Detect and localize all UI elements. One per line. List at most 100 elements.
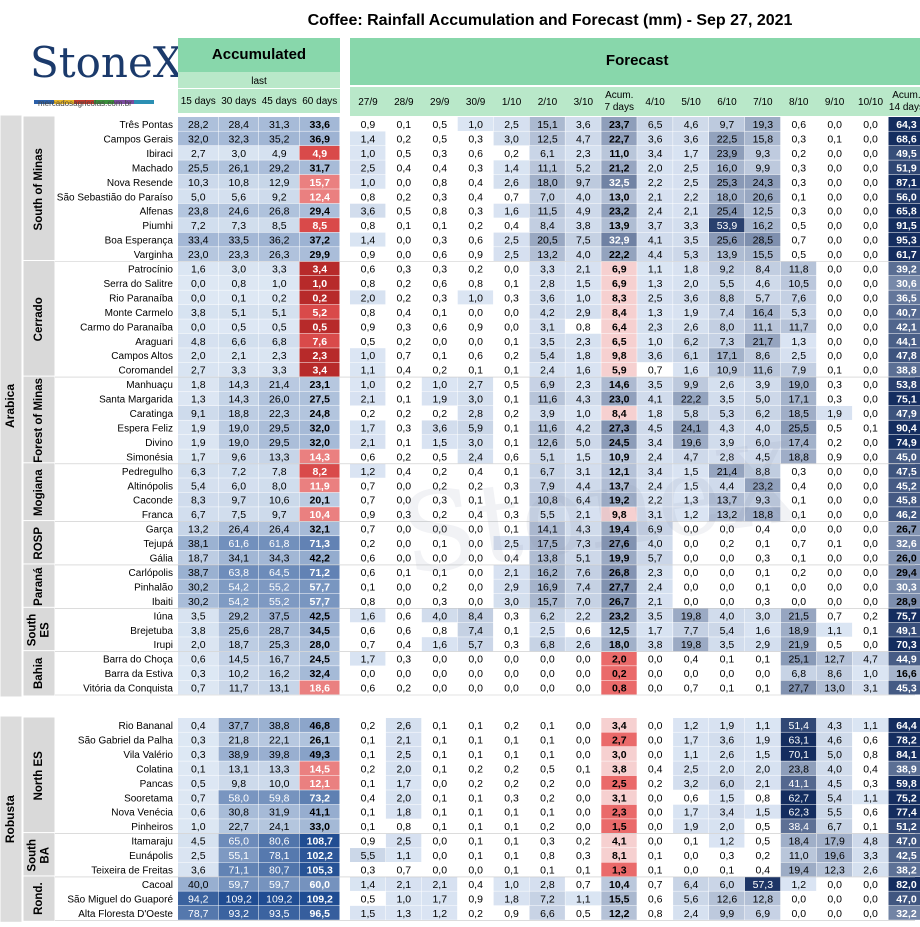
value-cell: [780, 333, 817, 348]
value-text: 0,8: [361, 191, 376, 203]
value-text: 6,9: [612, 264, 627, 276]
value-text: 5,1: [231, 307, 246, 319]
value-cell: [852, 247, 888, 261]
value-cell: [744, 189, 781, 204]
value-cell: [780, 319, 817, 334]
value-text: 0,8: [432, 625, 447, 637]
value-cell: [178, 348, 218, 363]
value-text: 0,0: [504, 683, 519, 695]
value-text: 2,8: [540, 879, 555, 891]
value-text: 0,4: [648, 763, 663, 775]
region-label: Rond.: [33, 882, 45, 915]
value-text: 0,0: [827, 350, 842, 362]
value-text: 0,5: [397, 206, 412, 218]
value-text: 15,7: [537, 596, 558, 608]
value-text: 6,8: [540, 639, 555, 651]
value-cell: [816, 304, 853, 319]
value-text: 0,0: [540, 654, 555, 666]
value-cell: [299, 275, 340, 290]
value-text: 5,4: [720, 625, 735, 637]
value-cell: [744, 261, 781, 276]
value-text: 0,2: [432, 509, 447, 521]
value-text: 78,1: [269, 850, 290, 862]
value-text: 7,3: [576, 538, 591, 550]
value-text: 0,4: [468, 177, 483, 189]
value-text: 0,1: [504, 865, 519, 877]
value-text: 0,5: [576, 908, 591, 920]
value-cell: [457, 117, 494, 131]
value-text: 0,0: [504, 668, 519, 680]
value-text: 0,1: [791, 553, 806, 565]
value-cell: [673, 261, 709, 276]
value-text: 32,2: [896, 908, 917, 920]
value-text: 28,7: [269, 625, 290, 637]
value-text: 0,8: [432, 177, 447, 189]
region-label: Mogiana: [33, 469, 45, 516]
value-cell: [457, 391, 494, 406]
value-cell: [888, 449, 920, 464]
value-text: 3,4: [312, 264, 327, 276]
value-cell: [816, 449, 853, 464]
value-text: 38,8: [269, 720, 290, 732]
value-text: 3,0: [612, 749, 627, 761]
value-cell: [493, 145, 529, 160]
value-text: 5,2: [312, 307, 327, 319]
value-text: 0,0: [432, 865, 447, 877]
value-cell: [780, 348, 817, 363]
station-name: Altinópolis: [127, 481, 173, 492]
value-text: 28,2: [188, 119, 209, 131]
value-cell: [673, 333, 709, 348]
value-text: 0,0: [863, 379, 878, 391]
value-cell: [218, 131, 259, 146]
value-text: 3,0: [468, 394, 483, 406]
value-cell: [852, 463, 888, 478]
value-text: 5,0: [191, 191, 206, 203]
value-cell: [637, 348, 673, 363]
value-text: 2,1: [231, 350, 246, 362]
value-cell: [178, 463, 218, 478]
value-text: 42,2: [310, 553, 331, 565]
value-text: 11,1: [538, 162, 558, 174]
value-text: 1,3: [612, 865, 627, 877]
value-cell: [299, 174, 340, 189]
value-text: 0,0: [863, 336, 878, 348]
value-text: 0,0: [397, 480, 412, 492]
value-text: 7,0: [576, 596, 591, 608]
value-cell: [385, 247, 422, 261]
value-text: 0,1: [504, 821, 519, 833]
value-cell: [259, 391, 299, 406]
station-name: Divino: [145, 438, 173, 449]
value-text: 1,9: [684, 821, 699, 833]
value-text: 1,0: [361, 350, 376, 362]
value-cell: [421, 463, 458, 478]
value-text: 8,5: [312, 220, 327, 232]
value-cell: [457, 434, 494, 449]
value-text: 0,2: [468, 763, 483, 775]
value-text: 10,4: [310, 509, 331, 521]
value-text: 2,1: [648, 596, 663, 608]
value-text: 13,0: [824, 683, 845, 695]
value-cell: [601, 275, 637, 290]
value-text: 0,3: [504, 509, 519, 521]
value-cell: [529, 434, 565, 449]
value-cell: [565, 377, 601, 392]
value-cell: [780, 232, 817, 247]
value-text: 0,0: [468, 567, 483, 579]
value-text: 0,2: [432, 408, 447, 420]
value-text: 2,1: [361, 394, 376, 406]
value-text: 7,6: [791, 292, 806, 304]
value-cell: [709, 478, 745, 493]
value-cell: [529, 333, 565, 348]
value-cell: [457, 333, 494, 348]
value-text: 57,7: [310, 581, 331, 593]
value-text: 26,0: [269, 394, 290, 406]
value-text: 0,2: [432, 581, 447, 593]
value-text: 0,2: [504, 350, 519, 362]
value-text: 0,1: [397, 119, 412, 131]
value-text: 27,3: [609, 422, 630, 434]
value-cell: [601, 362, 637, 377]
value-cell: [888, 406, 920, 420]
value-text: 0,0: [684, 596, 699, 608]
value-text: 1,0: [432, 379, 447, 391]
value-text: 0,0: [576, 734, 591, 746]
